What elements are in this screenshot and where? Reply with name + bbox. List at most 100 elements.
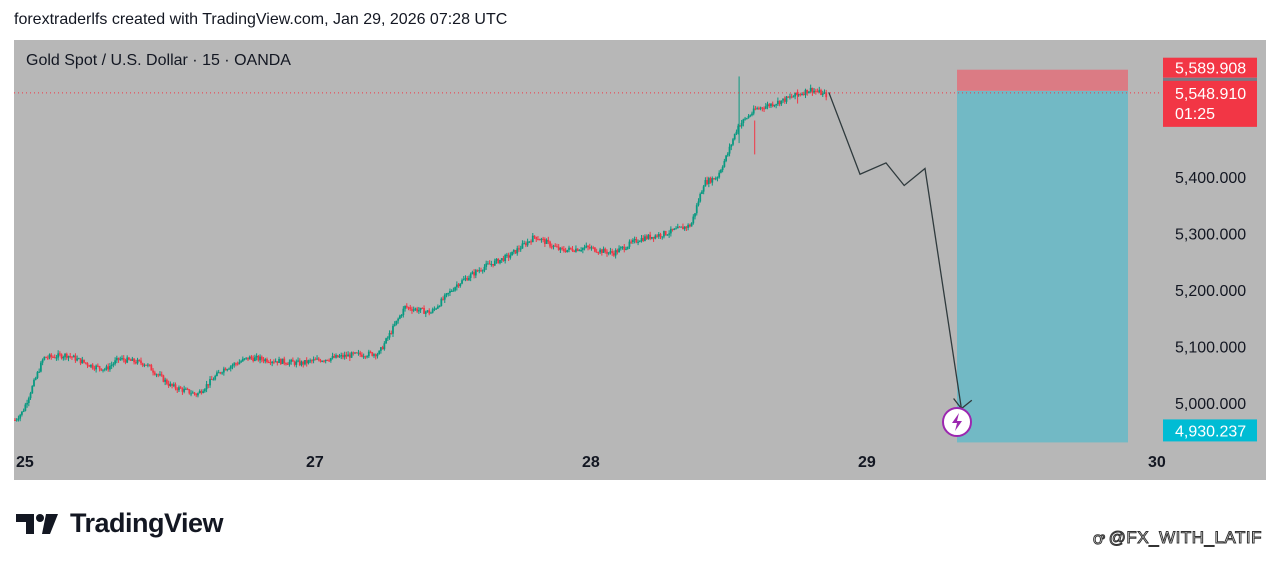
candle [531,235,534,243]
candle [556,246,558,248]
candle [150,365,153,371]
candle [587,245,589,247]
projection-path [828,92,973,410]
target-price-box [1163,419,1257,442]
candle [592,247,595,249]
candle [628,241,631,247]
candle [575,248,577,252]
candle [411,309,413,311]
candle [757,108,760,110]
candle [557,246,560,250]
candle [43,356,46,360]
candle [578,250,581,252]
candle [295,361,298,365]
candle [533,235,536,237]
candle [626,246,629,249]
candle [274,361,277,363]
candle [657,234,660,237]
candle [407,307,410,309]
candle [133,358,135,363]
candle [193,392,196,394]
candle [229,366,232,369]
candle [787,96,790,98]
candle [785,96,788,102]
candle [618,248,620,253]
candle [752,108,755,114]
x-tick-label: 25 [16,454,34,471]
candle [224,368,227,371]
candle [329,358,332,361]
candle [417,310,420,312]
x-tick-label: 30 [1148,454,1166,471]
candle [811,87,814,93]
candle [376,354,379,357]
symbol-title: Gold Spot / U.S. Dollar · 15 · OANDA [26,52,291,69]
candle [438,305,441,307]
candle [269,362,272,364]
candle [352,352,355,354]
candle [523,243,526,245]
candle [737,125,740,132]
candle [102,369,104,371]
candle [386,337,389,339]
candle [547,239,550,242]
candle [88,365,91,367]
candle [110,364,113,367]
candle [566,249,569,253]
candle [361,354,363,357]
candle [716,177,719,179]
candle [117,357,120,360]
candle [637,241,639,243]
candle [400,315,403,317]
candle [735,131,738,134]
target-zone [957,90,1128,443]
candle [524,243,527,246]
candle [782,98,784,101]
current-price-label: 5,548.910 [1175,86,1246,103]
candle [324,359,327,362]
candle [340,355,343,357]
candle [122,358,125,361]
candle [728,146,731,154]
y-tick-label: 5,400.000 [1175,170,1246,187]
candle [780,100,783,105]
candle [673,228,676,230]
candle [718,172,721,178]
candle [740,123,743,127]
candle [650,236,653,239]
candle [105,366,108,370]
candle [298,360,301,366]
candle [739,125,741,127]
candle [202,391,205,394]
x-tick-label: 28 [582,454,600,471]
candle [398,315,401,319]
candle [526,241,529,246]
candle [580,250,583,252]
candle [462,279,465,281]
stop-price-box [1163,57,1257,78]
candle [69,355,72,357]
candle [254,357,256,361]
candle [642,237,645,241]
candle [367,351,370,357]
candle [46,357,49,359]
candle [362,356,365,358]
candle [823,92,826,94]
candle [773,105,776,107]
candle [27,398,30,403]
candle [756,108,759,110]
candle [816,91,819,93]
candle [468,277,470,281]
candle [419,307,422,311]
candle [702,186,705,192]
candle [402,308,405,316]
countdown-label: 01:25 [1175,106,1215,123]
y-tick-label: 5,300.000 [1175,227,1246,244]
candle [288,361,291,365]
candle [497,258,500,264]
candle [178,387,180,391]
candle [671,228,674,230]
candle [14,419,16,421]
candle [663,231,665,237]
